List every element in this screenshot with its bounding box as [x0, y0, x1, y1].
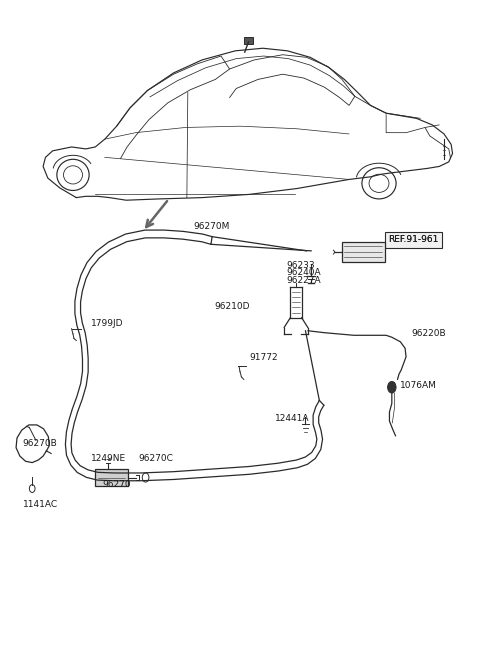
Text: 96227A: 96227A: [287, 276, 321, 285]
Circle shape: [387, 381, 396, 393]
Text: 96270B: 96270B: [23, 439, 58, 447]
Bar: [96, 469, 128, 486]
Text: 96210D: 96210D: [214, 302, 250, 311]
Text: 96233: 96233: [287, 261, 315, 270]
FancyBboxPatch shape: [384, 232, 442, 248]
Text: 1141AC: 1141AC: [23, 500, 58, 509]
Text: 96270M: 96270M: [193, 223, 230, 231]
Text: 12441A: 12441A: [275, 414, 310, 423]
Bar: [342, 242, 384, 262]
Text: 1249NE: 1249NE: [91, 454, 126, 463]
FancyBboxPatch shape: [244, 37, 253, 45]
Text: 96220B: 96220B: [412, 329, 446, 339]
Text: REF.91-961: REF.91-961: [388, 234, 438, 244]
Text: 96270: 96270: [102, 480, 131, 489]
Text: 96240A: 96240A: [287, 269, 321, 278]
Text: 91772: 91772: [250, 353, 278, 362]
Text: 96270C: 96270C: [138, 454, 173, 463]
Text: 1799JD: 1799JD: [91, 319, 123, 328]
Text: REF.91-961: REF.91-961: [388, 234, 438, 244]
Text: 1076AM: 1076AM: [400, 381, 437, 390]
